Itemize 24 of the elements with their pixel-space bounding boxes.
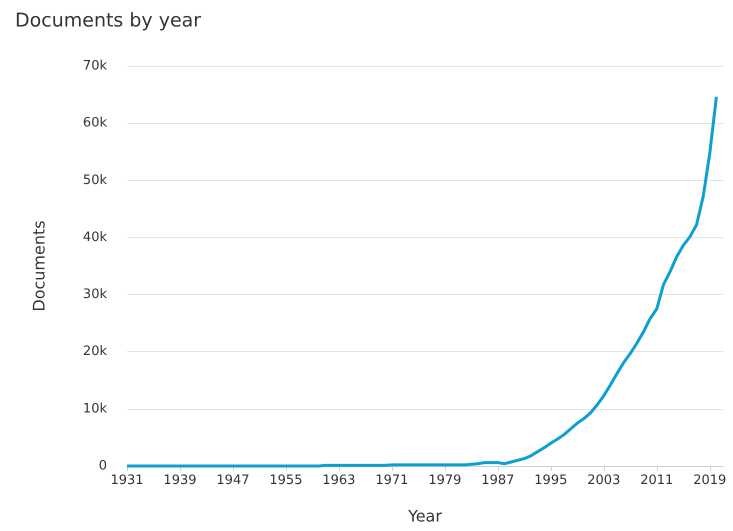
y-tick-label: 0 <box>98 458 107 474</box>
y-tick-label: 50k <box>82 172 108 188</box>
x-tick-label: 1939 <box>163 473 197 488</box>
x-tick-label: 1971 <box>375 473 408 488</box>
x-tick-label: 1979 <box>428 473 462 488</box>
y-tick-label: 20k <box>82 344 108 360</box>
y-tick-label: 70k <box>82 58 108 74</box>
x-tick-label: 1987 <box>481 473 514 488</box>
y-tick-label: 30k <box>82 287 108 302</box>
x-tick-label: 2019 <box>693 473 726 488</box>
x-tick-label: 2011 <box>640 473 674 488</box>
x-tick-label: 2003 <box>587 473 620 488</box>
x-tick-label: 1931 <box>110 473 144 488</box>
x-tick-label: 1995 <box>534 473 568 488</box>
x-tick-label: 1947 <box>216 473 250 488</box>
x-tick-label: 1963 <box>322 473 356 488</box>
x-tick-label: 1955 <box>269 473 302 488</box>
x-axis-title: Year <box>407 506 442 526</box>
line-series <box>126 95 718 468</box>
chart-title: Documents by year <box>15 10 202 32</box>
y-tick-label: 10k <box>82 401 108 416</box>
y-axis-title: Documents <box>30 220 48 312</box>
y-tick-label: 60k <box>82 116 108 131</box>
y-tick-label: 40k <box>82 230 108 245</box>
